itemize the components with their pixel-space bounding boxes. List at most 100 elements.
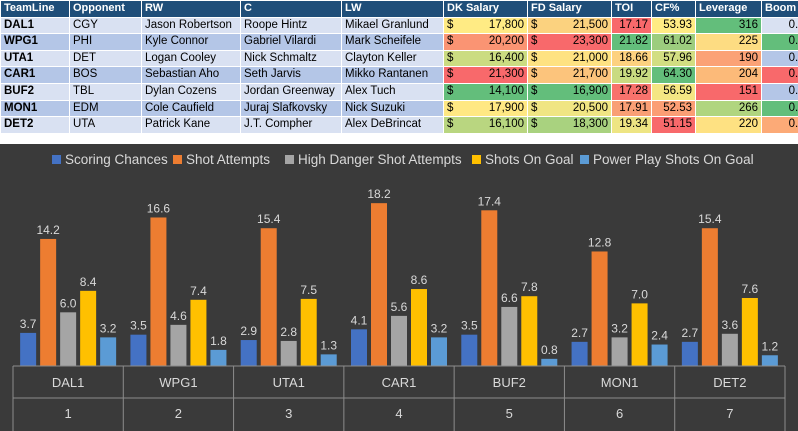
cell-dk-salary[interactable]: $20,200	[443, 33, 528, 51]
cell-rw[interactable]: Patrick Kane	[141, 116, 241, 134]
cell-teamline[interactable]: DAL1	[0, 16, 70, 35]
cell-lw[interactable]: Clayton Keller	[341, 49, 444, 68]
cell-dk-salary[interactable]: $16,400	[443, 49, 528, 68]
cell-c[interactable]: Jordan Greenway	[240, 82, 342, 101]
legend-swatch	[580, 155, 589, 164]
cell-lw[interactable]: Alex Tuch	[341, 82, 444, 101]
cell-teamline[interactable]: BUF2	[0, 82, 70, 101]
cell-toi[interactable]: 17.17	[611, 16, 652, 35]
cell-cf-pct[interactable]: 53.93	[651, 16, 696, 35]
header-opponent[interactable]: Opponent	[69, 0, 142, 18]
cell-rw[interactable]: Logan Cooley	[141, 49, 241, 68]
cell-teamline[interactable]: CAR1	[0, 66, 70, 84]
header-c[interactable]: C	[240, 0, 342, 18]
cell-toi[interactable]: 17.91	[611, 99, 652, 118]
cell-fd-salary[interactable]: $18,300	[527, 116, 612, 134]
cell-dk-salary[interactable]: $17,800	[443, 16, 528, 35]
cell-teamline[interactable]: DET2	[0, 116, 70, 134]
cell-opponent[interactable]: CGY	[69, 16, 142, 35]
cell-cf-pct[interactable]: 56.59	[651, 82, 696, 101]
cell-toi[interactable]: 17.28	[611, 82, 652, 101]
cell-rw[interactable]: Sebastian Aho	[141, 66, 241, 84]
cell-leverage[interactable]: 220	[695, 116, 762, 134]
cell-toi[interactable]: 18.66	[611, 49, 652, 68]
cell-c[interactable]: Seth Jarvis	[240, 66, 342, 84]
cell-c[interactable]: Gabriel Vilardi	[240, 33, 342, 51]
cell-boom[interactable]: 0.95	[761, 99, 798, 118]
header-boom[interactable]: Boom	[761, 0, 798, 18]
cell-toi[interactable]: 19.92	[611, 66, 652, 84]
cell-boom[interactable]: 0.91	[761, 49, 798, 68]
currency-symbol: $	[447, 101, 454, 114]
cell-dk-salary[interactable]: $16,100	[443, 116, 528, 134]
cell-c[interactable]: J.T. Compher	[240, 116, 342, 134]
cell-teamline[interactable]: MON1	[0, 99, 70, 118]
salary-amount: 16,900	[572, 84, 608, 97]
table-row[interactable]: CAR1 BOS Sebastian Aho Seth Jarvis Mikko Ran…	[0, 66, 798, 84]
header-teamline[interactable]: TeamLine	[0, 0, 70, 18]
cell-rw[interactable]: Jason Robertson	[141, 16, 241, 35]
cell-teamline[interactable]: UTA1	[0, 49, 70, 68]
bar	[40, 238, 57, 366]
cell-boom[interactable]: 0.91	[761, 82, 798, 101]
cell-cf-pct[interactable]: 52.53	[651, 99, 696, 118]
cell-boom[interactable]: 0.90	[761, 116, 798, 134]
cell-lw[interactable]: Mark Scheifele	[341, 33, 444, 51]
header-rw[interactable]: RW	[141, 0, 241, 18]
cell-boom[interactable]: 0.95	[761, 33, 798, 51]
cell-leverage[interactable]: 316	[695, 16, 762, 35]
cell-cf-pct[interactable]: 64.30	[651, 66, 696, 84]
cell-dk-salary[interactable]: $17,900	[443, 99, 528, 118]
cell-lw[interactable]: Mikael Granlund	[341, 16, 444, 35]
cell-c[interactable]: Nick Schmaltz	[240, 49, 342, 68]
header-toi[interactable]: TOI	[611, 0, 652, 18]
cell-c[interactable]: Juraj Slafkovsky	[240, 99, 342, 118]
cell-opponent[interactable]: BOS	[69, 66, 142, 84]
table-row[interactable]: DET2 UTA Patrick Kane J.T. Compher Alex DeBr…	[0, 116, 798, 134]
cell-fd-salary[interactable]: $21,500	[527, 16, 612, 35]
cell-opponent[interactable]: UTA	[69, 116, 142, 134]
cell-leverage[interactable]: 204	[695, 66, 762, 84]
table-row[interactable]: WPG1 PHI Kyle Connor Gabriel Vilardi Mark Sc…	[0, 33, 798, 51]
header-cf-pct[interactable]: CF%	[651, 0, 696, 18]
cell-opponent[interactable]: DET	[69, 49, 142, 68]
cell-lw[interactable]: Nick Suzuki	[341, 99, 444, 118]
cell-rw[interactable]: Dylan Cozens	[141, 82, 241, 101]
cell-lw[interactable]: Mikko Rantanen	[341, 66, 444, 84]
cell-cf-pct[interactable]: 57.96	[651, 49, 696, 68]
cell-lw[interactable]: Alex DeBrincat	[341, 116, 444, 134]
cell-teamline[interactable]: WPG1	[0, 33, 70, 51]
table-row[interactable]: UTA1 DET Logan Cooley Nick Schmaltz Clayton …	[0, 49, 798, 68]
cell-opponent[interactable]: TBL	[69, 82, 142, 101]
cell-c[interactable]: Roope Hintz	[240, 16, 342, 35]
cell-boom[interactable]: 0.92	[761, 16, 798, 35]
cell-opponent[interactable]: EDM	[69, 99, 142, 118]
cell-fd-salary[interactable]: $21,700	[527, 66, 612, 84]
header-leverage[interactable]: Leverage	[695, 0, 762, 18]
table-row[interactable]: BUF2 TBL Dylan Cozens Jordan Greenway Alex T…	[0, 82, 798, 101]
salary-amount: 17,900	[488, 101, 524, 114]
cell-dk-salary[interactable]: $14,100	[443, 82, 528, 101]
cell-leverage[interactable]: 190	[695, 49, 762, 68]
cell-cf-pct[interactable]: 51.15	[651, 116, 696, 134]
cell-fd-salary[interactable]: $23,300	[527, 33, 612, 51]
header-lw[interactable]: LW	[341, 0, 444, 18]
header-fd-salary[interactable]: FD Salary	[527, 0, 612, 18]
cell-leverage[interactable]: 151	[695, 82, 762, 101]
cell-fd-salary[interactable]: $21,000	[527, 49, 612, 68]
cell-toi[interactable]: 19.34	[611, 116, 652, 134]
cell-leverage[interactable]: 266	[695, 99, 762, 118]
cell-rw[interactable]: Cole Caufield	[141, 99, 241, 118]
cell-leverage[interactable]: 225	[695, 33, 762, 51]
cell-rw[interactable]: Kyle Connor	[141, 33, 241, 51]
cell-boom[interactable]: 0.88	[761, 66, 798, 84]
cell-toi[interactable]: 21.82	[611, 33, 652, 51]
cell-cf-pct[interactable]: 61.02	[651, 33, 696, 51]
cell-fd-salary[interactable]: $16,900	[527, 82, 612, 101]
table-row[interactable]: DAL1 CGY Jason Robertson Roope Hintz Mikael …	[0, 16, 798, 35]
cell-fd-salary[interactable]: $20,500	[527, 99, 612, 118]
cell-dk-salary[interactable]: $21,300	[443, 66, 528, 84]
header-dk-salary[interactable]: DK Salary	[443, 0, 528, 18]
cell-opponent[interactable]: PHI	[69, 33, 142, 51]
table-row[interactable]: MON1 EDM Cole Caufield Juraj Slafkovsky Nick…	[0, 99, 798, 118]
